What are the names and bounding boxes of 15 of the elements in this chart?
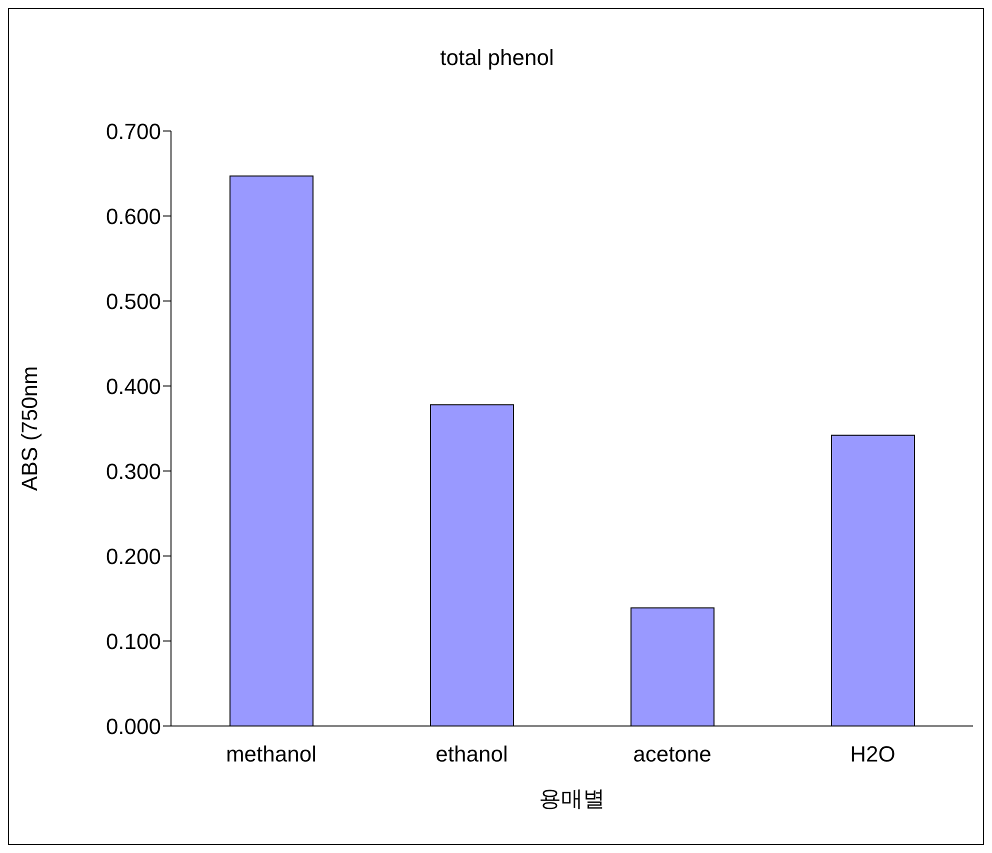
- x-tick-label: methanol: [226, 742, 317, 767]
- y-tick-label: 0.600: [106, 204, 161, 229]
- y-tick-label: 0.700: [106, 118, 161, 144]
- y-tick-label: 0.300: [106, 458, 161, 484]
- x-tick-label: acetone: [633, 742, 712, 767]
- x-axis-title: 용매별: [539, 786, 605, 811]
- x-tick-label: ethanol: [436, 742, 508, 767]
- x-tick-label: H2O: [850, 742, 896, 767]
- y-tick-label: 0.200: [106, 544, 161, 569]
- y-tick-label: 0.500: [106, 288, 161, 314]
- y-tick-label: 0.100: [106, 628, 161, 654]
- chart-title: total phenol: [439, 45, 555, 71]
- y-tick-label: 0.400: [106, 374, 161, 399]
- y-axis-title: ABS (750nm: [16, 366, 42, 491]
- y-tick-label: 0.000: [106, 714, 161, 739]
